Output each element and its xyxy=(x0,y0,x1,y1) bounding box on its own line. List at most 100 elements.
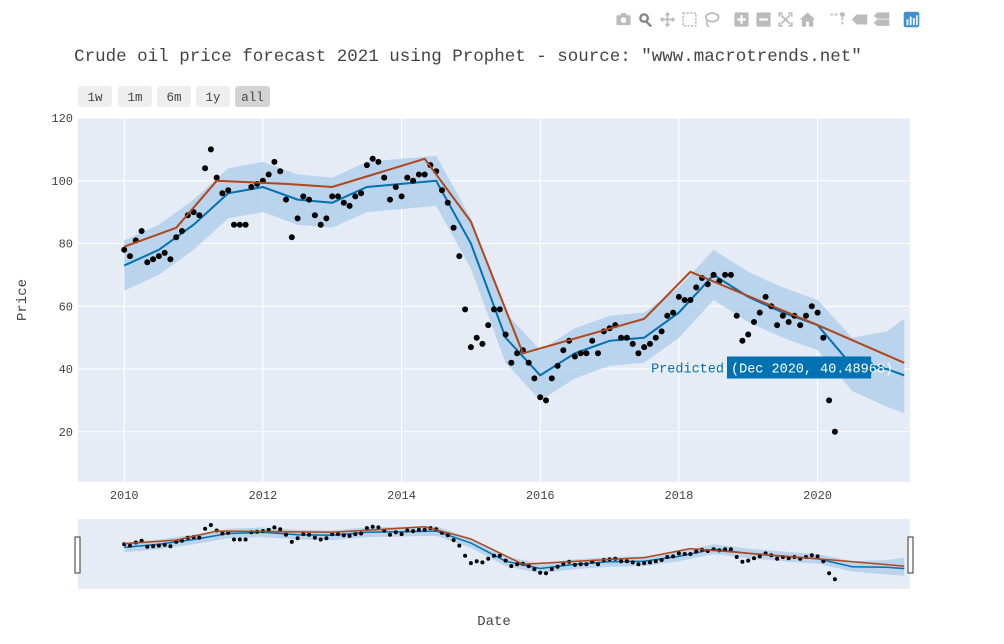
actual-point xyxy=(797,322,804,329)
actual-point xyxy=(618,334,625,341)
zoom-in-button[interactable] xyxy=(730,8,752,30)
actual-point xyxy=(515,562,520,567)
x-tick-label: 2010 xyxy=(110,489,139,503)
actual-point xyxy=(462,306,469,313)
range-button-1w[interactable]: 1w xyxy=(78,86,112,107)
actual-point xyxy=(150,256,157,263)
actual-point xyxy=(704,281,711,288)
actual-point xyxy=(734,555,739,559)
actual-point xyxy=(728,547,733,552)
actual-point xyxy=(411,529,416,534)
actual-point xyxy=(636,562,641,567)
actual-point xyxy=(155,253,162,260)
spike-lines-button[interactable] xyxy=(826,8,848,30)
actual-point xyxy=(208,523,213,527)
actual-point xyxy=(353,532,358,537)
actual-point xyxy=(815,554,820,559)
actual-point xyxy=(243,537,248,542)
lasso-select-button[interactable] xyxy=(700,8,722,30)
actual-point xyxy=(509,564,514,569)
actual-point xyxy=(225,187,232,194)
actual-point xyxy=(392,184,399,190)
actual-point xyxy=(641,344,648,351)
actual-point xyxy=(826,397,833,404)
range-selector: 1w 1m 6m 1y all xyxy=(78,86,270,107)
zoom-button[interactable] xyxy=(634,8,656,30)
range-button-label: all xyxy=(241,91,264,105)
range-button-label: 6m xyxy=(166,91,181,105)
plotly-logo-button[interactable] xyxy=(900,8,922,30)
actual-point xyxy=(583,350,590,357)
actual-point xyxy=(236,221,243,228)
hover-compare-button[interactable] xyxy=(870,8,892,30)
actual-point xyxy=(277,168,284,175)
actual-point xyxy=(346,202,353,209)
actual-point xyxy=(803,312,809,319)
actual-point xyxy=(751,319,757,325)
actual-point xyxy=(422,527,427,532)
chart-title: Crude oil price forecast 2021 using Prop… xyxy=(74,47,862,67)
actual-point xyxy=(352,193,359,200)
actual-point xyxy=(416,527,421,532)
actual-point xyxy=(619,559,624,564)
actual-point xyxy=(739,337,746,344)
actual-point xyxy=(682,552,687,556)
reset-axes-icon xyxy=(799,11,815,27)
range-slider-left-handle[interactable] xyxy=(74,536,81,574)
hover-closest-button[interactable] xyxy=(848,8,870,30)
actual-point xyxy=(710,271,717,278)
actual-point xyxy=(687,297,694,303)
actual-point xyxy=(467,344,474,351)
zoom-out-button[interactable] xyxy=(752,8,774,30)
autoscale-button[interactable] xyxy=(774,8,796,30)
actual-point xyxy=(595,350,601,357)
actual-point xyxy=(555,564,560,569)
actual-point xyxy=(301,532,306,537)
actual-point xyxy=(347,533,352,538)
actual-point xyxy=(723,547,728,552)
range-button-bg xyxy=(78,86,112,107)
actual-point xyxy=(220,531,225,536)
series-layer xyxy=(121,146,905,435)
range-slider-right-handle[interactable] xyxy=(907,536,914,574)
actual-point xyxy=(294,215,301,222)
pan-icon xyxy=(659,11,675,27)
actual-point xyxy=(283,196,289,203)
actual-point xyxy=(231,221,237,228)
actual-point xyxy=(289,539,294,544)
range-button-bg xyxy=(118,86,152,107)
camera-button[interactable] xyxy=(612,8,634,30)
actual-point xyxy=(363,162,370,169)
y-tick-label: 100 xyxy=(51,175,73,189)
actual-point xyxy=(388,532,392,537)
actual-point xyxy=(733,312,740,319)
range-button-all[interactable]: all xyxy=(235,86,270,107)
actual-point xyxy=(340,199,347,206)
range-button-1y[interactable]: 1y xyxy=(196,86,230,107)
x-tick-label: 2014 xyxy=(387,489,416,503)
actual-point xyxy=(808,303,815,310)
actual-point xyxy=(161,249,168,256)
reset-axes-button[interactable] xyxy=(796,8,818,30)
actual-point xyxy=(762,293,769,300)
actual-point xyxy=(121,246,128,253)
actual-point xyxy=(207,146,214,153)
actual-point xyxy=(623,334,630,341)
actual-point xyxy=(295,536,300,541)
actual-point xyxy=(307,532,312,537)
actual-point xyxy=(306,196,313,203)
actual-point xyxy=(486,556,491,561)
range-button-6m[interactable]: 6m xyxy=(157,86,191,107)
actual-point xyxy=(740,559,745,564)
actual-point xyxy=(584,562,589,567)
uncertainty-band xyxy=(124,155,905,413)
box-select-button[interactable] xyxy=(678,8,700,30)
pan-button[interactable] xyxy=(656,8,678,30)
range-button-1m[interactable]: 1m xyxy=(118,86,152,107)
actual-point xyxy=(398,193,405,200)
actual-point xyxy=(439,187,445,194)
x-tick-labels: 2010 2012 2014 2016 2018 2020 xyxy=(110,489,832,503)
actual-point xyxy=(537,394,544,401)
actual-point xyxy=(300,193,307,200)
x-axis-title: Date xyxy=(477,614,511,630)
